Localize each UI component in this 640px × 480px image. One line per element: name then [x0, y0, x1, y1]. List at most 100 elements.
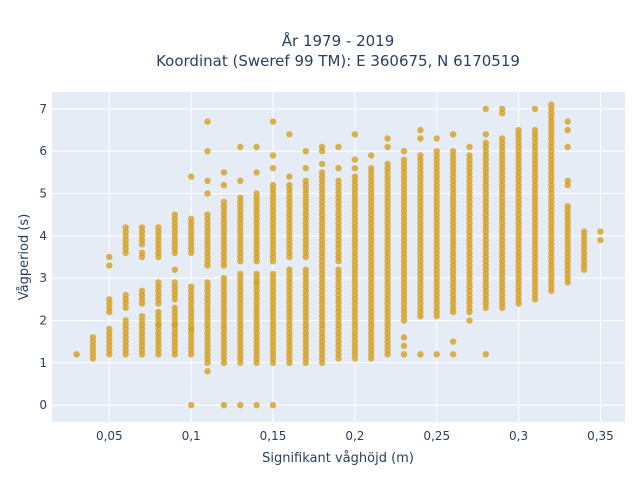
data-point	[204, 368, 211, 375]
data-point	[384, 351, 391, 358]
data-point	[400, 156, 408, 163]
data-point	[482, 139, 489, 146]
data-point	[204, 190, 211, 197]
data-point	[400, 334, 408, 341]
data-point	[253, 169, 260, 176]
data-point	[237, 177, 244, 184]
data-point	[269, 118, 277, 125]
data-point	[318, 160, 326, 168]
y-axis-title: Vågperiod (s)	[17, 214, 32, 301]
data-point	[106, 253, 113, 261]
data-point	[466, 143, 473, 151]
data-point	[417, 126, 424, 134]
chart-title: År 1979 - 2019	[282, 31, 395, 50]
y-tick-label: 2	[39, 313, 47, 327]
data-point	[482, 131, 489, 138]
data-point	[417, 351, 424, 358]
data-point	[204, 118, 211, 125]
data-point	[400, 351, 408, 358]
data-point	[515, 126, 522, 134]
x-axis-title: Signifikant våghöjd (m)	[262, 451, 414, 466]
data-point	[318, 143, 326, 151]
data-point	[204, 177, 211, 184]
data-point	[400, 342, 408, 349]
data-point	[400, 148, 408, 155]
data-point	[449, 148, 457, 155]
y-tick-label: 0	[39, 398, 47, 412]
data-point	[155, 279, 162, 286]
y-tick-label: 3	[39, 271, 47, 285]
data-point	[286, 131, 293, 138]
data-point	[564, 203, 571, 210]
data-point	[548, 101, 555, 108]
data-point	[384, 143, 391, 151]
data-point	[155, 308, 162, 316]
data-point	[220, 169, 228, 176]
data-point	[531, 105, 539, 113]
data-point	[188, 173, 195, 180]
data-point	[269, 359, 277, 366]
data-points	[73, 101, 604, 409]
data-point	[138, 249, 146, 256]
chart-subtitle: Koordinat (Sweref 99 TM): E 360675, N 61…	[156, 52, 520, 70]
data-point	[417, 135, 424, 142]
data-point	[237, 143, 244, 151]
data-point	[122, 291, 129, 299]
y-tick-label: 1	[39, 356, 47, 370]
y-tick-label: 5	[39, 187, 47, 201]
data-point	[188, 401, 195, 409]
data-point	[220, 359, 228, 366]
data-point	[564, 143, 571, 151]
data-point	[368, 152, 375, 159]
data-point	[531, 126, 539, 134]
data-point	[253, 190, 260, 197]
data-point	[335, 266, 342, 273]
data-point	[204, 359, 211, 366]
x-tick-label: 0,1	[182, 429, 201, 443]
data-point	[138, 287, 146, 294]
data-point	[302, 165, 309, 172]
x-tick-label: 0,25	[423, 429, 450, 443]
x-tick-label: 0,3	[509, 429, 528, 443]
data-point	[253, 270, 260, 278]
data-point	[106, 325, 113, 333]
data-point	[155, 321, 162, 328]
data-point	[269, 401, 277, 409]
data-point	[466, 152, 473, 159]
data-point	[564, 177, 571, 184]
data-point	[171, 211, 178, 218]
data-point	[580, 228, 588, 235]
data-point	[138, 224, 146, 231]
data-point	[351, 131, 359, 138]
data-point	[138, 313, 146, 320]
data-point	[237, 359, 244, 366]
data-point	[253, 401, 260, 409]
y-tick-label: 4	[39, 229, 47, 243]
data-point	[188, 283, 195, 290]
data-point	[368, 165, 375, 172]
data-point	[204, 211, 211, 218]
data-point	[188, 215, 195, 223]
data-point	[417, 152, 424, 159]
data-point	[89, 334, 97, 341]
data-point	[449, 351, 457, 358]
data-point	[204, 279, 211, 286]
data-point	[597, 228, 604, 235]
y-tick-label: 7	[39, 102, 47, 116]
data-point	[269, 152, 277, 159]
data-point	[204, 148, 211, 155]
x-tick-label: 0,05	[96, 429, 123, 443]
data-point	[286, 359, 293, 366]
data-point	[253, 359, 260, 366]
data-point	[564, 126, 571, 134]
data-point	[286, 173, 293, 180]
data-point	[106, 262, 113, 269]
data-point	[171, 266, 178, 273]
x-tick-label: 0,15	[260, 429, 287, 443]
data-point	[302, 266, 309, 273]
data-point	[122, 224, 129, 231]
data-point	[106, 296, 113, 303]
data-point	[482, 351, 489, 358]
data-point	[433, 135, 440, 142]
